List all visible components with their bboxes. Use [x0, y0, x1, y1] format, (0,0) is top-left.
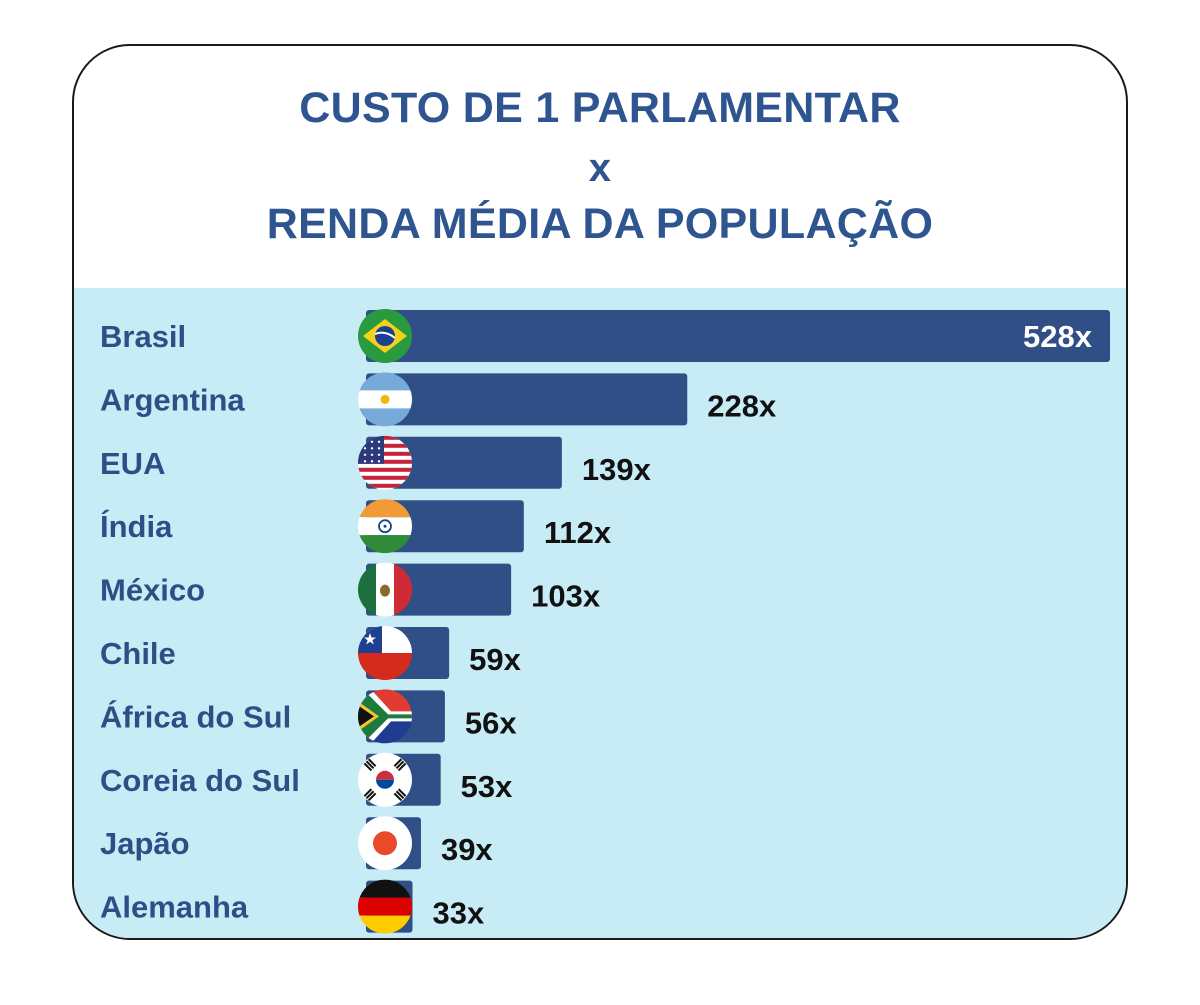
germany-flag-icon — [358, 879, 412, 934]
usa-flag-icon — [358, 435, 412, 490]
japan-flag-icon — [358, 816, 412, 871]
brazil-flag-icon — [358, 309, 412, 363]
south-africa-flag-icon — [358, 689, 412, 744]
category-label: Alemanha — [100, 890, 249, 925]
bar-0 — [366, 310, 1110, 362]
category-label: Coreia do Sul — [100, 763, 300, 798]
category-label: México — [100, 573, 205, 608]
mexico-flag-icon — [358, 562, 412, 617]
value-label: 528x — [1023, 319, 1093, 354]
chart-title-line-1: CUSTO DE 1 PARLAMENTAR — [299, 84, 901, 132]
chart-title-line-2: x — [588, 146, 612, 190]
bar-1 — [366, 373, 688, 426]
india-flag-icon — [358, 499, 412, 554]
bar-2 — [366, 436, 562, 489]
chart-card: CUSTO DE 1 PARLAMENTAR x RENDA MÉDIA DA … — [72, 44, 1128, 940]
title-area: CUSTO DE 1 PARLAMENTAR x RENDA MÉDIA DA … — [74, 46, 1126, 288]
value-label: 53x — [461, 769, 513, 804]
value-label: 103x — [531, 579, 601, 614]
value-label: 56x — [465, 705, 517, 740]
value-label: 228x — [707, 388, 777, 423]
argentina-flag-icon — [358, 372, 412, 427]
chart-plot-area: Brasil 528x Argentina 228x EUA 139x Índia 112x M… — [74, 288, 1126, 938]
chile-flag-icon — [358, 626, 412, 680]
value-label: 59x — [469, 642, 521, 677]
category-label: Índia — [100, 509, 173, 544]
category-label: Argentina — [100, 382, 245, 417]
category-label: Brasil — [100, 319, 186, 354]
chart-title-line-3: RENDA MÉDIA DA POPULAÇÃO — [266, 200, 934, 248]
category-label: Japão — [100, 826, 190, 861]
value-label: 33x — [433, 896, 485, 931]
bar-chart: Brasil 528x Argentina 228x EUA 139x Índia 112x M… — [100, 309, 1110, 934]
category-label: EUA — [100, 446, 165, 481]
category-label: Chile — [100, 636, 176, 671]
south-korea-flag-icon — [358, 752, 412, 807]
value-label: 139x — [582, 452, 652, 487]
value-label: 112x — [544, 515, 612, 550]
category-label: África do Sul — [100, 699, 291, 734]
value-label: 39x — [441, 832, 493, 867]
